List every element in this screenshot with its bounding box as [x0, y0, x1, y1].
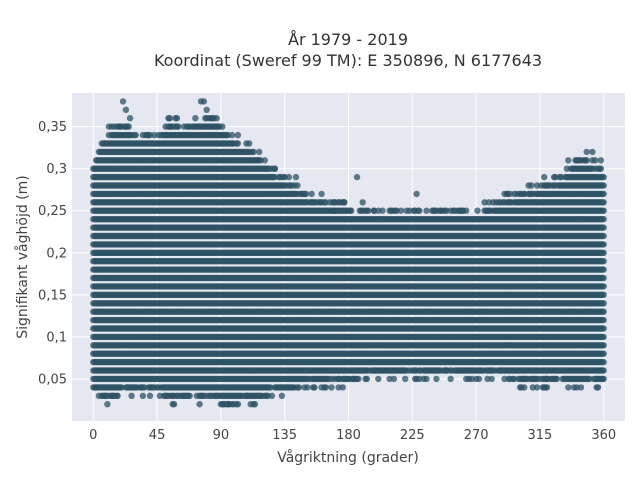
- data-point: [294, 182, 301, 189]
- data-point: [196, 401, 203, 408]
- data-point: [132, 131, 139, 139]
- data-point: [261, 157, 268, 164]
- data-point: [246, 140, 253, 147]
- data-point: [308, 190, 315, 198]
- data-point: [311, 384, 318, 391]
- data-point: [125, 123, 132, 130]
- data-point: [256, 148, 263, 156]
- data-point: [219, 123, 226, 130]
- data-point: [166, 115, 173, 122]
- data-point: [104, 401, 111, 408]
- chart-title-line-2: Koordinat (Sweref 99 TM): E 350896, N 61…: [154, 51, 542, 70]
- chart-title: År 1979 - 2019 Koordinat (Sweref 99 TM):…: [154, 30, 542, 70]
- data-point: [285, 173, 293, 181]
- data-points: [90, 98, 607, 408]
- data-point: [175, 123, 182, 130]
- data-point: [146, 392, 154, 399]
- data-point: [234, 140, 242, 147]
- data-point: [229, 131, 236, 139]
- data-point: [250, 148, 257, 156]
- chart-title-line-1: År 1979 - 2019: [288, 30, 408, 49]
- data-point: [328, 384, 335, 391]
- data-point: [322, 384, 329, 391]
- data-point: [278, 392, 286, 399]
- data-point: [139, 392, 147, 399]
- data-point: [170, 401, 178, 408]
- data-point: [192, 115, 199, 122]
- data-point: [128, 392, 135, 399]
- data-point: [302, 190, 310, 198]
- data-point: [234, 131, 242, 139]
